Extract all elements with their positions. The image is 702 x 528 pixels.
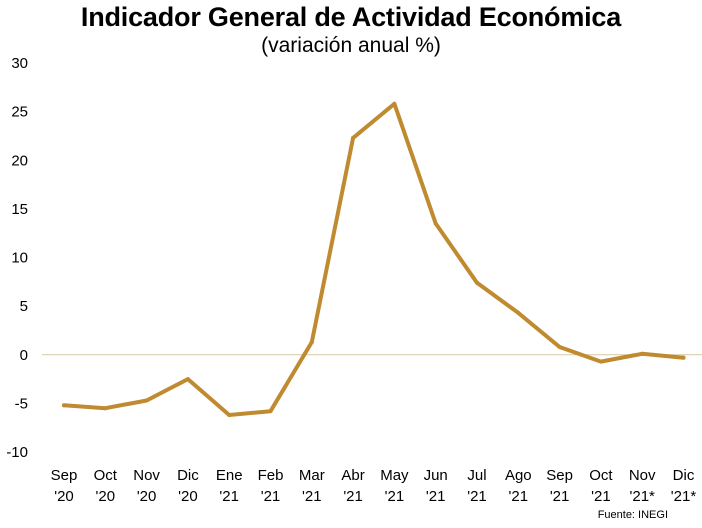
data-point <box>433 221 438 226</box>
x-tick-label: Jul '21 <box>467 467 487 505</box>
x-tick-label: Ene '21 <box>216 467 243 505</box>
x-tick-label: Feb '21 <box>258 467 284 505</box>
data-point <box>640 351 645 356</box>
x-tick-label: Oct '21 <box>589 467 613 505</box>
x-tick-label: Mar '21 <box>299 467 325 505</box>
x-tick-label: Sep '21 <box>546 467 573 505</box>
y-tick-label: 10 <box>11 250 28 267</box>
y-tick-label: 5 <box>20 298 28 315</box>
data-point <box>351 135 356 140</box>
x-tick-label: Sep '20 <box>51 467 78 505</box>
x-tick-label: May '21 <box>380 467 409 505</box>
x-axis: Sep '20 Oct '20 Nov '20 Dic '20 Ene '21 Feb '21 Mar '… <box>51 467 697 505</box>
y-tick-label: 30 <box>11 55 28 72</box>
y-axis: -10 -5 0 5 10 15 20 25 30 <box>6 55 28 461</box>
y-tick-label: -5 <box>15 395 28 412</box>
x-tick-label: Nov '20 <box>133 467 160 505</box>
data-point <box>309 340 314 345</box>
source-note: Fuente: INEGI <box>597 509 668 521</box>
y-tick-label: 15 <box>11 201 28 218</box>
data-point <box>227 413 232 418</box>
x-tick-label: Dic '21* <box>671 467 697 505</box>
chart-subtitle: (variación anual %) <box>261 34 441 57</box>
data-point <box>62 403 66 408</box>
chart-title: Indicador General de Actividad Económica <box>80 2 622 32</box>
data-point <box>392 101 397 106</box>
data-point <box>185 377 190 382</box>
data-point <box>103 406 108 411</box>
data-point <box>516 310 521 315</box>
data-point <box>557 344 562 349</box>
data-point <box>598 359 603 364</box>
x-tick-label: Nov '21* <box>629 467 656 505</box>
series-line <box>62 101 686 417</box>
x-tick-label: Oct '20 <box>94 467 118 505</box>
data-point <box>144 398 149 403</box>
x-tick-label: Jun '21 <box>424 467 448 505</box>
y-tick-label: 20 <box>11 152 28 169</box>
x-tick-label: Ago '21 <box>505 467 532 505</box>
y-tick-label: 0 <box>20 347 28 364</box>
data-point <box>268 409 273 414</box>
y-tick-label: -10 <box>6 444 28 461</box>
x-tick-label: Abr '21 <box>341 467 364 505</box>
y-tick-label: 25 <box>11 104 28 121</box>
data-point <box>681 355 686 360</box>
data-point <box>475 280 479 285</box>
plot-area <box>42 101 702 418</box>
x-tick-label: Dic '20 <box>177 467 199 505</box>
